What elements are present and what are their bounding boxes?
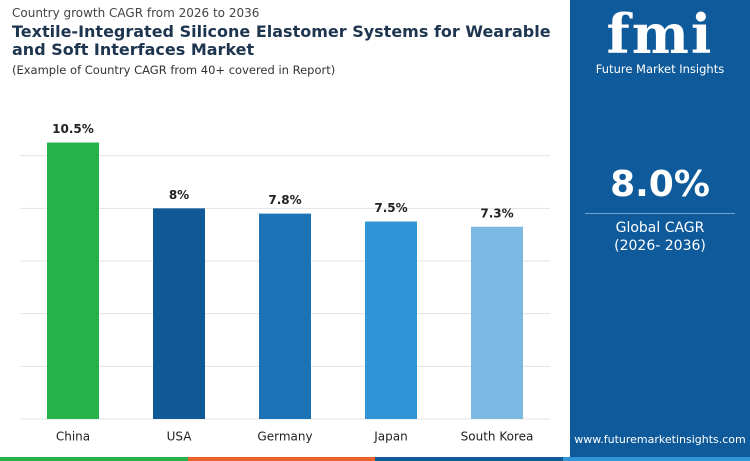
side-panel: fmi Future Market Insights 8.0% Global C…: [570, 0, 750, 457]
cagr-value: 8.0%: [610, 164, 710, 205]
brand: Future Market Insights: [595, 62, 725, 76]
divider: [585, 213, 735, 214]
value-label: 7.3%: [480, 206, 513, 220]
chart-note: (Example of Country CAGR from 40+ covere…: [12, 63, 336, 77]
value-label: 7.8%: [268, 193, 301, 207]
x-tick-label: Germany: [257, 430, 312, 444]
value-label: 8%: [169, 188, 189, 202]
value-label: 10.5%: [52, 122, 94, 136]
color-stripe: [0, 457, 750, 461]
url: www.futuremarketinsights.com: [574, 433, 746, 446]
cagr-label: Global CAGR: [615, 220, 705, 236]
bar: [47, 142, 99, 419]
x-tick-label: Japan: [373, 430, 407, 444]
x-tick-label: South Korea: [461, 430, 534, 444]
bar: [365, 221, 417, 419]
cagr-period: (2026- 2036): [614, 238, 706, 254]
chart-title: Textile-Integrated Silicone Elastomer Sy…: [12, 22, 551, 59]
chart-subtitle: Country growth CAGR from 2026 to 2036: [12, 6, 260, 20]
bar: [259, 213, 311, 419]
chart: China 10.5% USA 8% Germany 7.8% Japan 7.5% South…: [20, 122, 550, 444]
x-tick-label: USA: [167, 430, 193, 444]
header: Country growth CAGR from 2026 to 2036 Te…: [12, 6, 562, 77]
logo: fmi: [606, 2, 714, 66]
x-tick-label: China: [56, 430, 90, 444]
bar: [153, 208, 205, 419]
bar: [471, 226, 523, 419]
value-label: 7.5%: [374, 201, 407, 215]
